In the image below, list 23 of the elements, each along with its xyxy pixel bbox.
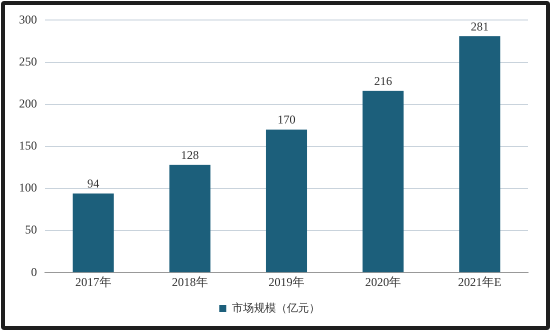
- x-tick-label: 2020年: [365, 274, 402, 289]
- y-tick-label: 300: [19, 12, 37, 26]
- y-tick-label: 100: [19, 180, 37, 195]
- data-label: 216: [374, 74, 392, 88]
- y-tick-label: 150: [19, 138, 37, 153]
- x-tick-label: 2021年E: [458, 274, 502, 289]
- x-tick-label: 2018年: [172, 274, 208, 289]
- x-tick-label: 2017年: [75, 274, 112, 289]
- x-tick-label: 2019年: [268, 274, 304, 289]
- y-tick-label: 0: [31, 264, 37, 279]
- data-label: 94: [87, 176, 100, 191]
- bar: [266, 130, 308, 272]
- data-label: 170: [278, 112, 296, 127]
- data-label: 281: [470, 19, 489, 34]
- y-tick-label: 50: [25, 222, 37, 237]
- bar: [169, 164, 210, 272]
- data-label: 128: [180, 148, 199, 162]
- bar: [72, 194, 114, 272]
- bar: [362, 90, 404, 272]
- y-tick-label: 200: [19, 96, 37, 110]
- bar: [459, 36, 500, 272]
- y-tick-label: 250: [19, 54, 37, 68]
- legend-label: 市场规模（亿元）: [232, 301, 320, 314]
